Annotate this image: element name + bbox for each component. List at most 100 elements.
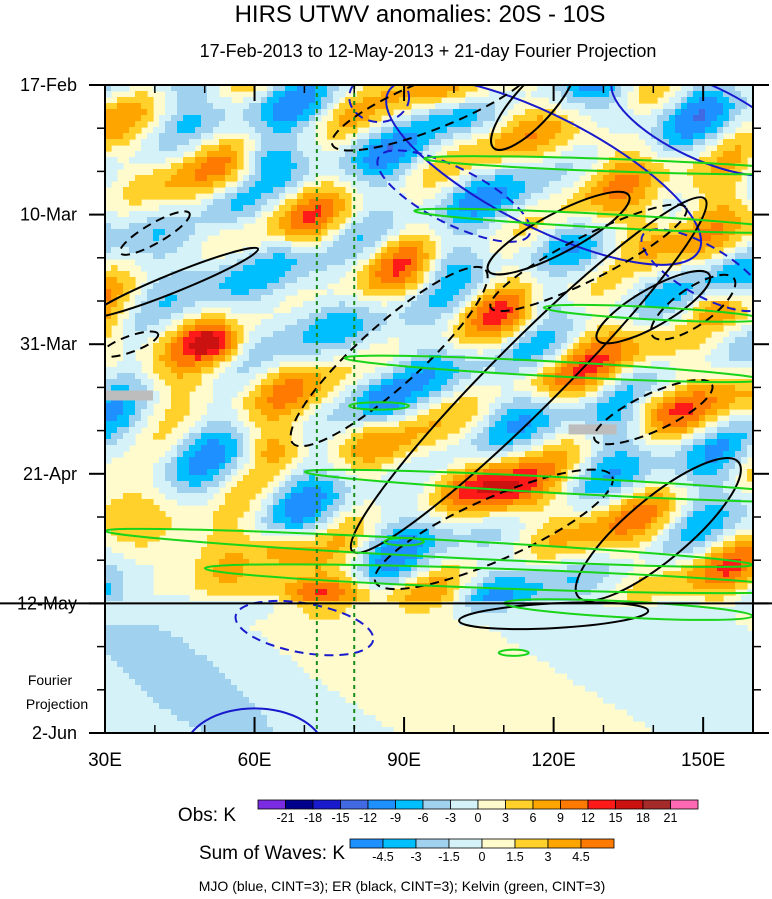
- kelvin-contour: [383, 536, 426, 547]
- colorbar-level-label: -6: [417, 811, 428, 825]
- colorbar-swatch: [532, 799, 561, 810]
- er-contour: [105, 330, 160, 358]
- colorbar-level-label: 18: [636, 811, 650, 825]
- colorbar-swatch: [285, 799, 314, 810]
- reference-lines: [315, 85, 356, 733]
- x-axis: 30E 60E 90E 120E 150E: [88, 85, 754, 771]
- mjo-contour: [234, 599, 375, 657]
- x-tick-label: 150E: [681, 750, 725, 771]
- x-tick-label: 60E: [238, 750, 272, 771]
- mjo-contour: [376, 149, 532, 243]
- er-contour: [289, 265, 489, 448]
- colorbar-swatch: [477, 799, 506, 810]
- kelvin-contour: [303, 468, 753, 504]
- colorbar-level-label: 21: [664, 811, 678, 825]
- y-tick-label: 12-May: [17, 593, 77, 613]
- er-contour: [118, 210, 191, 256]
- x-tick-label: 120E: [531, 750, 575, 771]
- er-contour: [595, 270, 712, 345]
- plot-frame: [104, 84, 754, 734]
- colorbar-level-label: 0: [475, 811, 482, 825]
- colorbar-level-label: -15: [331, 811, 349, 825]
- y-tick-label: 2-Jun: [32, 723, 77, 743]
- colorbar-level-label: -21: [276, 811, 294, 825]
- colorbar-level-label: -12: [359, 811, 377, 825]
- er-contour: [330, 85, 538, 152]
- mjo-contour: [610, 85, 753, 177]
- legend-text: MJO (blue, CINT=3); ER (black, CINT=3); …: [199, 878, 606, 894]
- kelvin-contour: [413, 207, 753, 234]
- kelvin-contour: [423, 155, 753, 176]
- mjo-contour: [640, 228, 753, 313]
- colorbar-swatch: [514, 838, 549, 849]
- x-tick-label: 90E: [387, 750, 421, 771]
- projection-label-line1: Fourier: [28, 672, 73, 688]
- wave-contours: [105, 85, 753, 733]
- colorbar-swatch: [340, 799, 369, 810]
- x-tick-label: 30E: [88, 750, 122, 771]
- obs-colorbar: -21 -18 -15 -12 -9 -6 -3 0 3 6 9 12 15 18 21: [257, 799, 699, 825]
- y-tick-label: 10-Mar: [20, 205, 77, 225]
- kelvin-contour: [497, 648, 530, 657]
- colorbar-swatch: [367, 799, 396, 810]
- mjo-contour: [190, 707, 319, 733]
- colorbar-level-label: 9: [557, 811, 564, 825]
- y-axis: 17-Feb 10-Mar 31-Mar 21-Apr 12-May 2-Jun: [17, 75, 769, 743]
- colorbar-swatch: [547, 838, 582, 849]
- colorbar-level-label: 15: [609, 811, 623, 825]
- colorbar-level-label: -3: [445, 811, 456, 825]
- colorbar-level-label: 3: [545, 850, 552, 864]
- colorbar-swatch: [670, 799, 699, 810]
- colorbar-swatch: [560, 799, 589, 810]
- colorbar-level-label: 3: [502, 811, 509, 825]
- colorbar-level-label: -4.5: [372, 850, 394, 864]
- colorbar-level-label: 0: [479, 850, 486, 864]
- missing-data-patch: [568, 424, 617, 435]
- colorbar-swatch: [349, 838, 384, 849]
- colorbar-level-label: -9: [390, 811, 401, 825]
- er-contour: [373, 468, 614, 591]
- colorbar-swatch: [382, 838, 417, 849]
- plot-area: [105, 85, 753, 733]
- mjo-contour: [385, 85, 703, 266]
- waves-colorbar: -4.5 -3 -1.5 0 1.5 3 4.5: [349, 838, 615, 864]
- kelvin-contour: [348, 401, 411, 411]
- colorbar-level-label: -3: [410, 850, 421, 864]
- colorbar-swatch: [587, 799, 616, 810]
- colorbar-swatch: [450, 799, 479, 810]
- colorbar-swatch: [642, 799, 671, 810]
- chart-subtitle: 17-Feb-2013 to 12-May-2013 + 21-day Four…: [200, 41, 657, 61]
- kelvin-contour: [343, 354, 753, 384]
- missing-data-patch: [105, 390, 153, 401]
- colorbar-swatch: [448, 838, 483, 849]
- colorbar-swatch: [422, 799, 451, 810]
- colorbar-swatch: [395, 799, 424, 810]
- colorbar-swatch: [505, 799, 534, 810]
- er-contour: [649, 273, 737, 341]
- waves-colorbar-label: Sum of Waves: K: [199, 843, 345, 864]
- kelvin-contour: [542, 303, 753, 323]
- obs-colorbar-label: Obs: K: [178, 805, 236, 826]
- y-tick-label: 31-Mar: [20, 334, 77, 354]
- colorbar-swatch: [415, 838, 450, 849]
- y-tick-label: 17-Feb: [20, 75, 77, 95]
- colorbar-swatch: [481, 838, 516, 849]
- colorbar-level-label: -18: [304, 811, 322, 825]
- colorbar-level-label: 6: [530, 811, 537, 825]
- er-contour: [486, 190, 631, 276]
- colorbar-swatch: [257, 799, 286, 810]
- colorbar-swatch: [580, 838, 615, 849]
- er-contour: [490, 85, 578, 151]
- colorbar-swatch: [615, 799, 644, 810]
- kelvin-contour: [203, 563, 753, 595]
- mjo-contour: [348, 85, 411, 124]
- colorbar-level-label: 1.5: [506, 850, 523, 864]
- colorbar-level-label: -1.5: [438, 850, 460, 864]
- anomaly-fill: [105, 85, 753, 733]
- colorbar-level-label: 4.5: [572, 850, 589, 864]
- y-tick-label: 21-Apr: [23, 464, 77, 484]
- chart-title: HIRS UTWV anomalies: 20S - 10S: [235, 1, 606, 28]
- colorbar-level-label: 12: [581, 811, 595, 825]
- er-contour: [489, 203, 688, 313]
